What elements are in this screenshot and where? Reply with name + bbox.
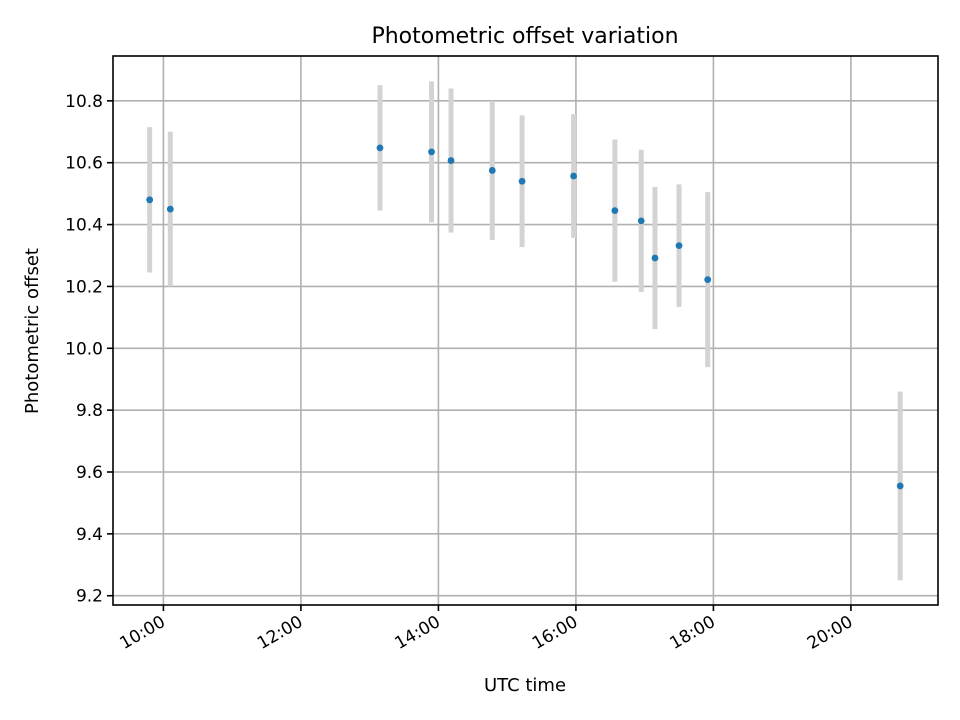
data-point bbox=[488, 167, 496, 174]
data-point bbox=[611, 207, 619, 215]
data-point bbox=[146, 196, 154, 204]
y-axis-label: Photometric offset bbox=[22, 248, 43, 414]
data-point bbox=[637, 217, 645, 225]
chart-title: Photometric offset variation bbox=[371, 24, 678, 49]
y-tick-label: 9.8 bbox=[76, 401, 103, 421]
data-point bbox=[447, 157, 455, 164]
y-tick-label: 10.6 bbox=[65, 154, 103, 174]
y-tick-label: 9.4 bbox=[76, 525, 103, 545]
data-point bbox=[570, 172, 578, 180]
grid bbox=[113, 56, 938, 605]
x-axis-label: UTC time bbox=[484, 675, 566, 696]
data-point bbox=[704, 276, 712, 284]
data-point bbox=[428, 148, 435, 156]
data-point bbox=[376, 144, 384, 152]
y-tick-label: 10.8 bbox=[65, 92, 103, 112]
data-point bbox=[651, 254, 659, 262]
y-tick-label: 10.2 bbox=[65, 277, 103, 297]
plot-frame bbox=[112, 55, 939, 606]
y-tick-label: 10.0 bbox=[65, 339, 103, 359]
data-point bbox=[166, 205, 174, 213]
y-tick-label: 9.6 bbox=[76, 463, 103, 483]
data-point bbox=[896, 482, 904, 490]
y-tick-label: 10.4 bbox=[65, 216, 103, 236]
data-points bbox=[146, 144, 904, 490]
y-tick-label: 9.2 bbox=[76, 587, 103, 607]
data-point bbox=[518, 177, 526, 185]
data-point bbox=[675, 242, 683, 249]
